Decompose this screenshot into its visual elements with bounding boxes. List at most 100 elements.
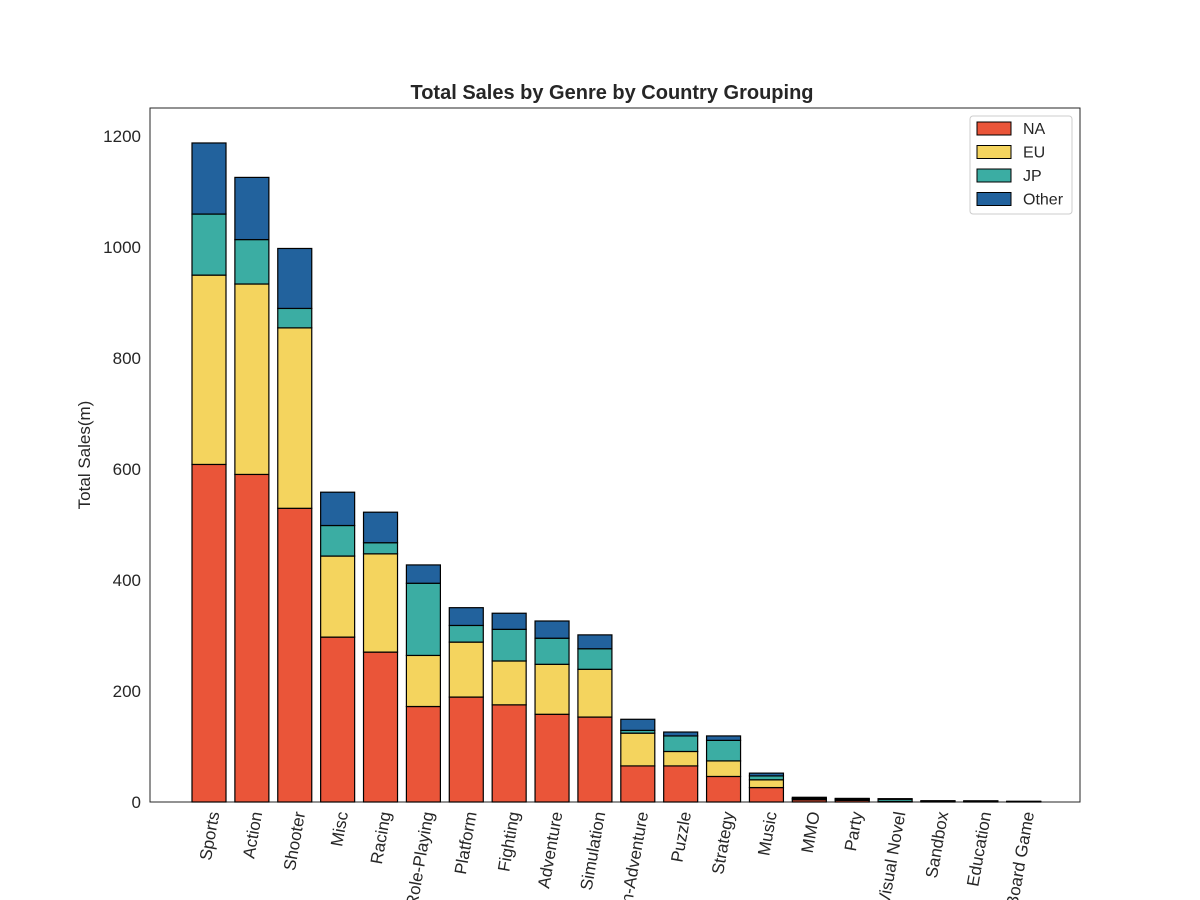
y-axis-ticks: 0 200 400 600 800 1000 1200 bbox=[103, 127, 141, 812]
bar-action-other bbox=[234, 176, 270, 241]
x-tick-label-role-playing: Role-Playing bbox=[402, 810, 437, 900]
y-tick-label: 600 bbox=[113, 460, 141, 479]
bar-music-eu bbox=[748, 779, 785, 789]
x-axis-ticks: Sports Action Shooter Misc Racing Role-Playin… bbox=[196, 810, 1038, 900]
x-tick-label-sports: Sports bbox=[196, 810, 223, 862]
bar-simulation-jp bbox=[577, 648, 613, 670]
bar-adventure-na bbox=[534, 713, 570, 803]
bar-shooter-jp bbox=[277, 307, 313, 329]
y-axis-label: Total Sales(m) bbox=[75, 401, 94, 510]
bar-role-playing-na bbox=[405, 705, 441, 803]
bar-misc-na bbox=[320, 636, 356, 803]
bar-simulation-eu bbox=[577, 668, 613, 718]
bar-platform-jp bbox=[448, 624, 484, 643]
bar-adventure-eu bbox=[534, 663, 570, 715]
bar-platform-other bbox=[448, 607, 484, 627]
bar-misc-other bbox=[320, 491, 356, 527]
bar-racing-jp bbox=[362, 542, 399, 555]
x-tick-label-shooter: Shooter bbox=[280, 810, 309, 872]
bar-sports-other bbox=[191, 142, 227, 215]
legend: NA EU JP Other bbox=[969, 115, 1073, 215]
bar-adventure-other bbox=[534, 620, 570, 639]
bar-platform-eu bbox=[448, 641, 484, 698]
legend-swatch-other bbox=[976, 192, 1012, 206]
bar-fighting-jp bbox=[491, 628, 527, 662]
bar-puzzle-jp bbox=[663, 735, 699, 753]
legend-swatch-jp bbox=[976, 168, 1012, 183]
bar-strategy-eu bbox=[705, 760, 742, 778]
bar-action-adventure-eu bbox=[620, 732, 656, 767]
y-tick-label: 800 bbox=[113, 349, 141, 368]
bar-sports-na bbox=[191, 463, 227, 803]
bar-strategy-jp bbox=[705, 739, 742, 762]
x-tick-label-racing: Racing bbox=[367, 810, 395, 865]
bar-strategy-na bbox=[705, 775, 742, 803]
x-tick-label-education: Education bbox=[963, 810, 995, 888]
bar-mmo-other bbox=[791, 796, 827, 799]
y-tick-label: 1200 bbox=[103, 127, 141, 146]
bar-misc-eu bbox=[320, 555, 356, 638]
legend-label-eu: EU bbox=[1023, 145, 1045, 162]
bar-racing-other bbox=[362, 511, 399, 544]
legend-label-jp: JP bbox=[1023, 168, 1042, 185]
bar-shooter-eu bbox=[277, 327, 313, 509]
bar-simulation-other bbox=[577, 634, 613, 650]
x-tick-label-party: Party bbox=[841, 810, 867, 853]
bar-fighting-na bbox=[491, 704, 527, 803]
bar-action-adventure-other bbox=[620, 718, 656, 731]
x-tick-label-adventure: Adventure bbox=[534, 810, 566, 890]
plot-area-frame bbox=[149, 107, 1081, 803]
chart-title: Total Sales by Genre by Country Grouping bbox=[410, 82, 813, 104]
x-tick-label-music: Music bbox=[754, 810, 781, 858]
y-tick-label: 400 bbox=[113, 571, 141, 590]
y-tick-label: 0 bbox=[132, 793, 141, 812]
bar-sports-jp bbox=[191, 213, 227, 276]
x-tick-label-visual-novel: Visual Novel bbox=[874, 810, 909, 900]
bars-layer bbox=[191, 142, 1042, 803]
legend-box bbox=[969, 115, 1073, 215]
x-tick-label-mmo: MMO bbox=[798, 810, 824, 854]
bar-party-other bbox=[834, 797, 870, 800]
legend-swatch-na bbox=[976, 121, 1012, 136]
bar-action-jp bbox=[234, 238, 270, 285]
bar-fighting-other bbox=[491, 612, 527, 630]
bar-racing-eu bbox=[362, 553, 399, 653]
bar-action-eu bbox=[234, 283, 270, 476]
bar-puzzle-na bbox=[663, 765, 699, 803]
x-tick-label-action: Action bbox=[239, 810, 266, 860]
legend-swatch-eu bbox=[976, 145, 1012, 159]
x-tick-label-fighting: Fighting bbox=[494, 810, 523, 873]
bar-platform-na bbox=[448, 696, 484, 803]
x-tick-label-puzzle: Puzzle bbox=[667, 810, 695, 864]
legend-label-other: Other bbox=[1023, 192, 1064, 209]
bar-shooter-other bbox=[277, 247, 313, 310]
bar-role-playing-jp bbox=[405, 582, 441, 657]
x-tick-label-misc: Misc bbox=[327, 810, 352, 848]
y-tick-label: 200 bbox=[113, 682, 141, 701]
bar-simulation-na bbox=[577, 716, 613, 803]
bar-role-playing-other bbox=[405, 564, 441, 584]
bar-shooter-na bbox=[277, 507, 313, 803]
y-tick-label: 1000 bbox=[103, 238, 141, 257]
x-tick-label-platform: Platform bbox=[451, 810, 481, 876]
bar-role-playing-eu bbox=[405, 654, 441, 708]
x-tick-label-simulation: Simulation bbox=[577, 810, 609, 891]
x-tick-label-board-game: Board Game bbox=[1003, 810, 1038, 900]
bar-action-adventure-na bbox=[620, 765, 656, 803]
bar-sports-eu bbox=[191, 274, 227, 466]
bar-puzzle-eu bbox=[663, 750, 699, 767]
bar-misc-jp bbox=[320, 524, 356, 557]
bar-action-na bbox=[234, 473, 270, 803]
bar-fighting-eu bbox=[491, 660, 527, 706]
bar-strategy-other bbox=[705, 735, 742, 741]
bar-racing-na bbox=[362, 651, 399, 803]
bar-puzzle-other bbox=[663, 731, 699, 737]
bar-adventure-jp bbox=[534, 637, 570, 665]
x-tick-label-action-adventure: Action-Adventure bbox=[611, 810, 652, 900]
x-tick-label-strategy: Strategy bbox=[708, 810, 738, 876]
bar-music-other bbox=[748, 772, 785, 777]
bar-visual-novel-other bbox=[877, 798, 913, 800]
x-tick-label-sandbox: Sandbox bbox=[922, 810, 952, 880]
